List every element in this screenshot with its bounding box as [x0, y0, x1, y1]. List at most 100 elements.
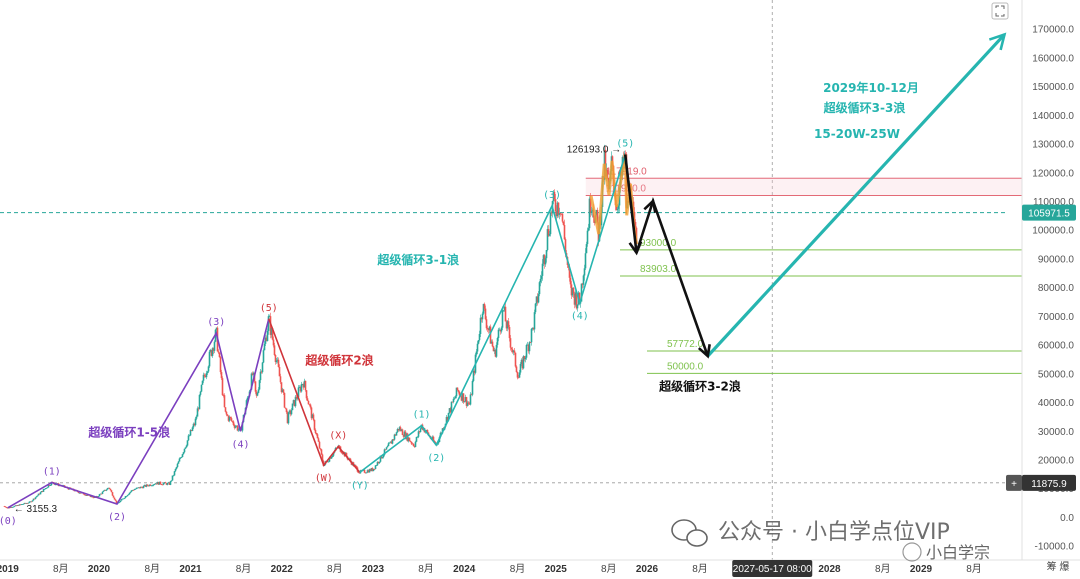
candle-body [200, 384, 203, 392]
candle-body [425, 430, 428, 432]
candle-body [169, 481, 172, 485]
price-marker: ← 3155.3 [14, 504, 58, 515]
candle-body [207, 366, 210, 372]
candle-body [146, 484, 149, 486]
candle-body [114, 499, 117, 501]
candle-body [482, 303, 485, 314]
candle-body [555, 211, 558, 217]
candle-body [108, 487, 111, 489]
candle-body [222, 395, 225, 396]
candle-body [157, 482, 160, 485]
candle-body [556, 202, 559, 217]
wave-label: (0) [0, 516, 17, 527]
wave-line-0 [7, 318, 270, 509]
candle-body [509, 338, 512, 348]
candle-body [368, 469, 371, 473]
wave-line-2 [359, 154, 627, 474]
expand-icon[interactable] [991, 2, 1009, 20]
candle-body [209, 349, 212, 352]
candle-body [84, 494, 87, 496]
candle-body [136, 487, 139, 489]
candle-body [8, 507, 11, 509]
candle-body [235, 425, 238, 427]
candle-body [488, 326, 491, 331]
candle-body [257, 389, 260, 393]
candle-body [211, 348, 214, 356]
candle-body [564, 239, 567, 254]
candle-body [201, 380, 204, 385]
candle-body [137, 487, 140, 489]
candle-body [517, 377, 520, 379]
x-tick-label: 8月 [236, 563, 252, 575]
candle-body [47, 485, 50, 488]
candle-body [109, 488, 112, 491]
candle-body [228, 416, 231, 421]
candle-body [121, 498, 124, 500]
wave-label: (3) [207, 317, 225, 328]
candle-body [41, 491, 44, 492]
annotation: 超级循环2浪 [304, 353, 373, 368]
candle-body [525, 345, 528, 358]
candle-body [511, 349, 514, 353]
add-price-button[interactable] [1006, 474, 1022, 491]
candle-body [340, 451, 343, 454]
arrow-head [628, 241, 643, 256]
candle-body [469, 394, 472, 405]
candle-body [408, 437, 411, 442]
candle-body [505, 321, 508, 329]
candle-body [306, 398, 309, 401]
candle-body [230, 418, 233, 421]
candle-body [460, 396, 463, 401]
candle-body [49, 485, 52, 486]
annotation: 15-20W-25W [814, 127, 900, 141]
candle-body [31, 500, 34, 502]
candle-body [533, 312, 536, 330]
candle-body [446, 416, 449, 421]
candle-body [417, 431, 420, 437]
candle-body [202, 374, 205, 381]
candle-body [246, 397, 249, 401]
candle-body [99, 493, 102, 495]
candle-body [90, 496, 93, 498]
candle-body [35, 496, 38, 498]
candle-body [475, 351, 478, 355]
candle-body [272, 339, 275, 346]
candle-body [321, 454, 324, 461]
candle-body [414, 441, 417, 447]
candle-body [530, 328, 533, 343]
candle-body [226, 414, 229, 416]
candle-body [370, 468, 373, 472]
candle-body [165, 483, 168, 485]
x-tick-label: 8月 [875, 563, 891, 575]
candle-body [294, 396, 297, 407]
annotation: 2029年10-12月 [823, 80, 919, 95]
candle-body [317, 438, 320, 442]
wave-label: (5) [616, 139, 634, 150]
candle-body [338, 445, 341, 447]
candle-body [92, 497, 95, 499]
candle-body [545, 250, 548, 259]
candle-body [19, 504, 22, 506]
candle-body [587, 228, 590, 231]
candle-body [198, 394, 201, 410]
candle-body [141, 487, 144, 489]
candle-body [234, 426, 237, 428]
toolbar-glyphs[interactable]: 筹 爆 [1047, 560, 1070, 573]
x-tick-label: 8月 [510, 563, 526, 575]
candle-body [192, 423, 195, 428]
wechat-icon [671, 519, 708, 547]
candle-body [255, 391, 258, 396]
candle-body [78, 492, 81, 494]
candle-body [225, 411, 228, 415]
x-tick-label: 2025 [545, 564, 568, 575]
y-tick-label: 30000.0 [1038, 427, 1075, 438]
candle-body [206, 371, 209, 374]
candle-body [14, 505, 17, 507]
candle-body [465, 397, 468, 406]
candle-body [263, 343, 266, 351]
annotation: 超级循环3-2浪 [658, 379, 741, 394]
candle-body [48, 485, 51, 486]
candle-body [478, 334, 481, 341]
candle-body [400, 429, 403, 431]
candle-body [5, 507, 8, 508]
